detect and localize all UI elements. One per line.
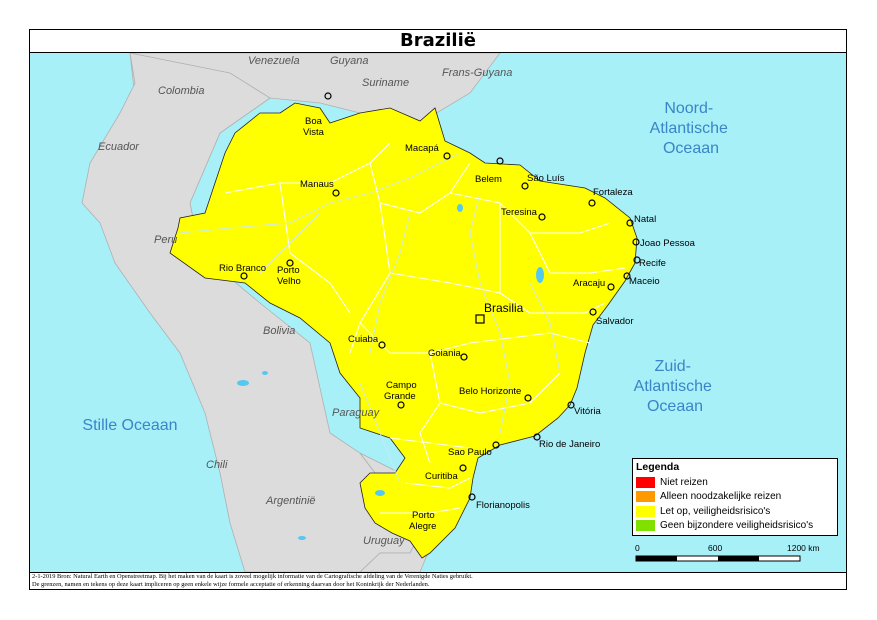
legend-swatch <box>636 476 655 488</box>
city-marker <box>397 401 405 409</box>
ocean-label-south-atlantic: Zuid- Atlantische Oceaan <box>634 358 717 415</box>
legend-label: Geen bijzondere veiligheidsrisico's <box>660 520 814 532</box>
city-marker <box>538 213 546 221</box>
legend-swatch <box>636 491 655 503</box>
city-label: Teresina <box>501 207 538 218</box>
city-label: Boa Vista <box>303 116 325 138</box>
city-marker <box>524 394 532 402</box>
city-label: Rio Branco <box>219 263 266 274</box>
city-marker <box>496 157 504 165</box>
city-marker <box>588 199 596 207</box>
city-markers <box>240 92 641 501</box>
legend-label: Niet reizen <box>660 476 708 488</box>
city-label: Joao Pessoa <box>640 238 696 249</box>
ocean-label-pacific: Stille Oceaan <box>82 417 177 434</box>
legend-item: Let op, veiligheidsrisico's <box>633 504 837 519</box>
city-label: Vitória <box>574 406 601 417</box>
city-marker <box>607 283 615 291</box>
country-label: Paraguay <box>332 407 381 419</box>
city-label: Recife <box>639 258 666 269</box>
city-label: Macapá <box>405 143 440 154</box>
scale-bar-graphic <box>635 555 801 562</box>
country-label: Argentinië <box>265 495 316 507</box>
lakes <box>237 204 544 540</box>
legend-label: Alleen noodzakelijke reizen <box>660 491 782 503</box>
city-marker <box>332 189 340 197</box>
country-label: Ecuador <box>98 141 140 153</box>
footer-disclaimer: De grenzen, namen en tekens op deze kaar… <box>32 581 430 588</box>
city-label: Rio de Janeiro <box>539 439 600 450</box>
map-title: Brazilië <box>30 30 846 53</box>
city-label: São Luís <box>527 173 565 184</box>
city-label: Porto Velho <box>277 265 301 287</box>
ocean-labels: Noord- Atlantische Oceaan Zuid- Atlantis… <box>82 100 733 434</box>
city-marker <box>623 272 631 280</box>
map-canvas: Noord- Atlantische Oceaan Zuid- Atlantis… <box>30 53 846 572</box>
legend: Legenda Niet reizen Alleen noodzakelijke… <box>632 458 838 536</box>
state-borders <box>224 142 626 514</box>
capital-marker <box>475 314 485 324</box>
city-label: Salvador <box>596 316 634 327</box>
city-label: Fortaleza <box>593 187 633 198</box>
city-marker <box>459 464 467 472</box>
capital-label: Brasilia <box>484 301 524 315</box>
city-label: Sao Paulo <box>448 447 492 458</box>
legend-item: Niet reizen <box>633 475 837 490</box>
scale-bar: 0 600 1200 km <box>632 543 838 569</box>
city-marker <box>533 433 541 441</box>
country-label: Chili <box>206 459 228 471</box>
country-label: Suriname <box>362 77 409 89</box>
city-label: Curitiba <box>425 471 458 482</box>
country-labels: Venezuela Guyana Suriname Frans-Guyana C… <box>98 55 512 547</box>
city-marker <box>286 259 294 267</box>
city-label: Florianopolis <box>476 500 530 511</box>
city-label: Maceio <box>629 276 660 287</box>
city-label: Porto Alegre <box>409 510 436 532</box>
city-label: Belem <box>475 174 502 185</box>
country-label: Frans-Guyana <box>442 67 512 79</box>
country-label: Guyana <box>330 55 369 67</box>
country-label: Peru <box>154 234 177 246</box>
scale-tick-label: 600 <box>708 543 723 553</box>
city-marker <box>632 238 640 246</box>
footer-source: 2-1-2019 Bron: Natural Earth en Openstre… <box>32 573 473 580</box>
country-label: Venezuela <box>248 55 300 67</box>
city-label: Aracaju <box>573 278 605 289</box>
city-labels: Boa Vista Macapá Belem São Luís Manaus Fo… <box>219 116 696 532</box>
brazil-region <box>169 102 638 559</box>
city-label: Manaus <box>300 179 334 190</box>
city-label: Campo Grande <box>384 380 417 402</box>
legend-item: Alleen noodzakelijke reizen <box>633 490 837 505</box>
city-marker <box>567 401 575 409</box>
city-marker <box>460 353 468 361</box>
legend-swatch <box>636 505 655 517</box>
city-label: Cuiaba <box>348 334 379 345</box>
city-marker <box>240 272 248 280</box>
city-marker <box>521 182 529 190</box>
legend-swatch <box>636 520 655 532</box>
city-marker <box>626 219 634 227</box>
country-label: Uruguay <box>363 535 406 547</box>
city-marker <box>443 152 451 160</box>
ocean-label-north-atlantic: Noord- Atlantische Oceaan <box>650 100 733 157</box>
city-label: Goiania <box>428 348 461 359</box>
scale-tick-label: 1200 km <box>787 543 820 553</box>
legend-label: Let op, veiligheidsrisico's <box>660 505 771 517</box>
city-label: Natal <box>634 214 656 225</box>
city-marker <box>492 441 500 449</box>
city-marker <box>589 308 597 316</box>
rivers <box>179 152 561 484</box>
city-marker <box>324 92 332 100</box>
country-label: Colombia <box>158 85 204 97</box>
legend-item: Geen bijzondere veiligheidsrisico's <box>633 519 837 534</box>
city-marker <box>468 493 476 501</box>
scale-tick-label: 0 <box>635 543 640 553</box>
footer: 2-1-2019 Bron: Natural Earth en Openstre… <box>30 572 846 589</box>
legend-title: Legenda <box>636 461 680 473</box>
city-label: Belo Horizonte <box>459 386 521 397</box>
map-frame: Brazilië <box>29 29 847 590</box>
city-marker <box>633 256 641 264</box>
country-label: Bolivia <box>263 325 295 337</box>
city-marker <box>378 341 386 349</box>
